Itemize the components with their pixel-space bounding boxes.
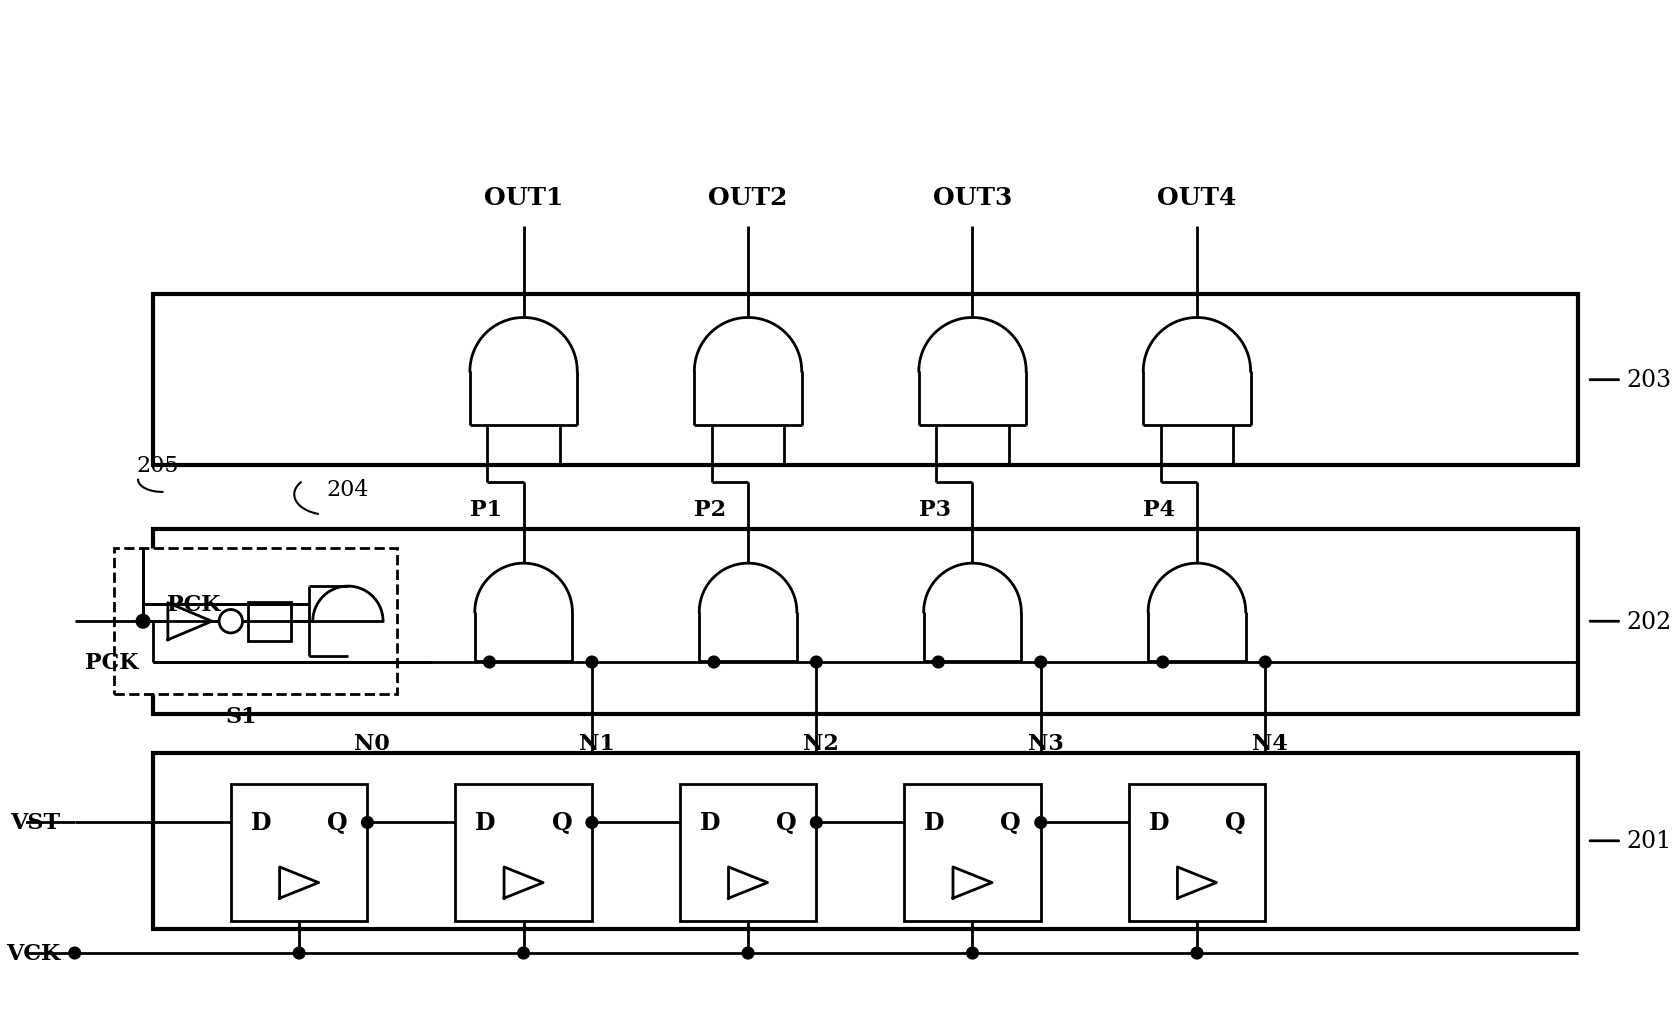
Circle shape	[220, 610, 243, 634]
Circle shape	[1191, 948, 1203, 959]
Bar	[455, 785, 592, 921]
Circle shape	[1156, 656, 1168, 668]
Text: P2: P2	[695, 498, 727, 521]
Text: N2: N2	[804, 733, 839, 754]
Circle shape	[810, 817, 822, 828]
Text: N1: N1	[579, 733, 614, 754]
Text: S1: S1	[225, 705, 257, 728]
Text: 202: 202	[1626, 610, 1671, 633]
Bar	[248, 602, 292, 641]
Circle shape	[810, 656, 822, 668]
Text: Q: Q	[552, 811, 572, 835]
Circle shape	[1035, 656, 1047, 668]
Bar	[680, 785, 817, 921]
Text: P1: P1	[470, 498, 502, 521]
Circle shape	[361, 817, 373, 828]
Circle shape	[519, 948, 530, 959]
Text: N0: N0	[354, 733, 391, 754]
Text: Q: Q	[327, 811, 347, 835]
Circle shape	[1260, 656, 1272, 668]
Bar	[114, 548, 396, 695]
Circle shape	[742, 948, 753, 959]
Bar	[1129, 785, 1265, 921]
Text: D: D	[925, 811, 945, 835]
Text: 203: 203	[1626, 369, 1671, 392]
Circle shape	[586, 817, 597, 828]
Circle shape	[933, 656, 945, 668]
Text: P3: P3	[920, 498, 951, 521]
Bar	[904, 785, 1040, 921]
Bar	[153, 296, 1577, 466]
Text: 205: 205	[136, 454, 180, 477]
Text: Q: Q	[775, 811, 797, 835]
Circle shape	[708, 656, 720, 668]
Text: N4: N4	[1252, 733, 1289, 754]
Bar	[232, 785, 367, 921]
Text: P4: P4	[1143, 498, 1175, 521]
Text: D: D	[1148, 811, 1170, 835]
Text: 201: 201	[1626, 829, 1671, 853]
Bar	[153, 753, 1577, 928]
Text: N3: N3	[1029, 733, 1064, 754]
Circle shape	[1035, 817, 1047, 828]
Text: 204: 204	[327, 479, 369, 501]
Text: Q: Q	[1225, 811, 1245, 835]
Text: PCK: PCK	[168, 593, 221, 615]
Text: D: D	[250, 811, 272, 835]
Text: VCK: VCK	[5, 943, 60, 964]
Text: OUT4: OUT4	[1158, 185, 1237, 210]
Text: OUT3: OUT3	[933, 185, 1012, 210]
Bar	[153, 529, 1577, 714]
Circle shape	[967, 948, 978, 959]
Circle shape	[136, 614, 149, 629]
Text: OUT1: OUT1	[483, 185, 564, 210]
Text: PCK: PCK	[84, 651, 138, 674]
Circle shape	[294, 948, 305, 959]
Text: Q: Q	[1000, 811, 1022, 835]
Circle shape	[483, 656, 495, 668]
Circle shape	[586, 656, 597, 668]
Circle shape	[69, 948, 81, 959]
Text: VST: VST	[10, 812, 60, 834]
Text: OUT2: OUT2	[708, 185, 787, 210]
Text: D: D	[475, 811, 495, 835]
Text: D: D	[700, 811, 720, 835]
